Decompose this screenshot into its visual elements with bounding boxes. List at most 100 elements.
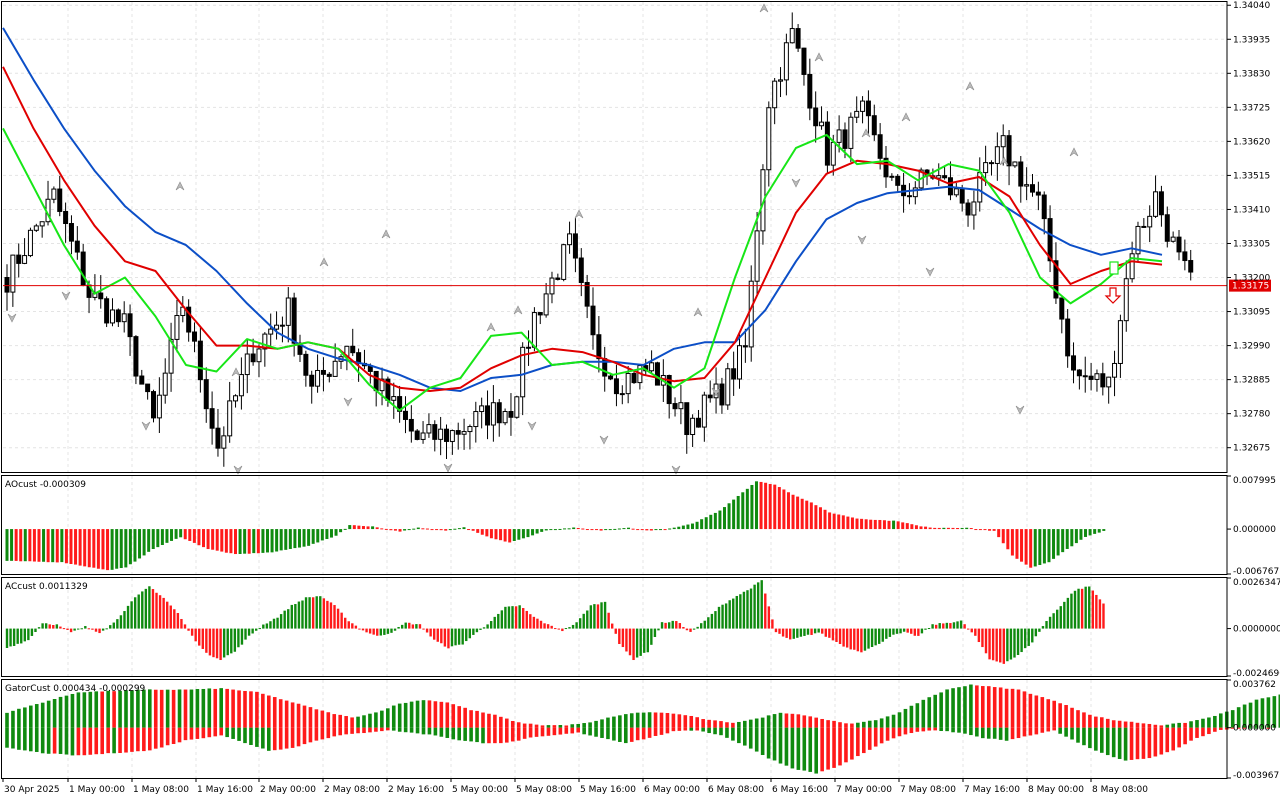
histogram-bar-down xyxy=(480,529,484,535)
bear-candle xyxy=(320,369,326,375)
histogram-bar-up xyxy=(1066,597,1070,629)
histogram-bar-down xyxy=(988,628,991,660)
bear-candle xyxy=(590,305,596,336)
bull-candle xyxy=(274,324,280,330)
histogram-bar-down xyxy=(842,628,845,647)
histogram-bar-down xyxy=(485,529,489,537)
histogram-bar-up xyxy=(279,614,283,629)
histogram-bar-up xyxy=(316,529,320,543)
histogram-bar-up xyxy=(348,525,352,530)
histogram-bar-down xyxy=(514,606,518,629)
gator-upper-bar xyxy=(433,701,438,728)
gator-lower-bar xyxy=(1236,727,1241,729)
histogram-bar-up xyxy=(80,628,83,630)
histogram-bar-up xyxy=(230,628,233,654)
histogram-bar-up xyxy=(604,529,608,531)
gator-lower-bar xyxy=(308,727,313,743)
histogram-bar-down xyxy=(645,529,649,531)
histogram-bar-up xyxy=(251,628,254,634)
gator-lower-bar xyxy=(713,727,717,735)
gator-lower-bar xyxy=(290,727,295,748)
histogram-bar-up xyxy=(920,628,924,634)
gator-upper-bar xyxy=(1248,702,1253,728)
histogram-bar-down xyxy=(166,601,169,629)
bull-candle xyxy=(156,394,162,419)
gator-upper-bar xyxy=(344,716,348,728)
histogram-bar-up xyxy=(393,628,397,631)
histogram-bar-down xyxy=(366,526,370,530)
histogram-bar-up xyxy=(892,628,895,635)
histogram-bar-up xyxy=(293,529,297,549)
gator-upper-bar xyxy=(1171,723,1175,728)
gator-lower-bar xyxy=(826,727,830,770)
bear-candle xyxy=(672,403,678,410)
histogram-bar-down xyxy=(329,602,333,629)
histogram-bar-up xyxy=(696,626,699,629)
histogram-bar-up xyxy=(724,603,728,629)
gator-lower-bar xyxy=(23,727,27,751)
fractal-up-marker xyxy=(693,307,703,317)
histogram-bar-up xyxy=(334,529,338,536)
histogram-bar-up xyxy=(222,628,226,658)
bear-candle xyxy=(432,424,438,440)
gator-upper-bar xyxy=(88,691,93,728)
histogram-bar-down xyxy=(685,628,689,631)
gator-lower-bar xyxy=(112,727,116,754)
gator-lower-bar xyxy=(612,727,616,741)
gator-upper-bar xyxy=(290,702,295,728)
histogram-bar-down xyxy=(991,628,995,661)
histogram-bar-down xyxy=(194,628,197,642)
bear-candle xyxy=(965,202,971,216)
gator-upper-bar xyxy=(171,689,176,728)
fractal-up-marker xyxy=(901,112,911,122)
gator-upper-bar xyxy=(1117,720,1122,728)
histogram-bar-up xyxy=(105,628,108,630)
gator-upper-bar xyxy=(891,714,896,728)
y-tick-label: 1.32780 xyxy=(1233,410,1270,420)
bear-candle xyxy=(877,134,883,159)
gator-upper-bar xyxy=(82,692,87,728)
bear-candle xyxy=(444,428,449,442)
histogram-bar-down xyxy=(823,509,827,530)
histogram-bar-down xyxy=(974,529,978,531)
histogram-bar-down xyxy=(234,529,237,555)
gator-lower-bar xyxy=(665,727,670,734)
bear-candle xyxy=(1018,161,1024,187)
gator-upper-bar xyxy=(778,712,783,728)
gator-lower-bar xyxy=(802,727,807,771)
histogram-bar-up xyxy=(237,628,240,648)
bear-candle xyxy=(1182,251,1188,262)
histogram-bar-up xyxy=(1084,529,1088,537)
gator-lower-bar xyxy=(296,727,301,747)
ao-panel[interactable] xyxy=(5,481,1106,571)
histogram-bar-up xyxy=(521,529,525,539)
gator-upper-bar xyxy=(219,688,223,728)
histogram-bar-up xyxy=(110,529,114,570)
histogram-bar-up xyxy=(1070,529,1074,547)
price-panel[interactable]: 1.33175 xyxy=(2,3,1271,475)
y-tick-label: 0.000000 xyxy=(1233,724,1276,734)
histogram-bar-up xyxy=(639,628,642,656)
histogram-bar-up xyxy=(226,628,229,656)
gator-panel[interactable] xyxy=(5,684,1280,774)
bear-candle xyxy=(871,115,877,136)
histogram-bar-up xyxy=(1077,588,1080,629)
gator-lower-bar xyxy=(1111,727,1116,758)
bear-candle xyxy=(742,345,748,348)
gator-upper-bar xyxy=(106,690,110,728)
bull-candle xyxy=(332,360,338,377)
gator-lower-bar xyxy=(267,727,271,751)
gator-lower-bar xyxy=(284,727,289,749)
histogram-bar-up xyxy=(126,605,130,629)
ac-panel[interactable] xyxy=(5,580,1105,664)
gator-lower-bar xyxy=(1141,727,1146,759)
histogram-bar-up xyxy=(867,628,870,649)
gator-lower-bar xyxy=(820,727,824,772)
gator-lower-bar xyxy=(1248,727,1253,729)
histogram-bar-down xyxy=(190,628,194,636)
gator-lower-bar xyxy=(302,727,307,745)
gator-lower-bar xyxy=(933,727,937,731)
gator-upper-bar xyxy=(272,697,277,728)
histogram-bar-up xyxy=(686,524,690,530)
histogram-bar-up xyxy=(617,528,621,530)
